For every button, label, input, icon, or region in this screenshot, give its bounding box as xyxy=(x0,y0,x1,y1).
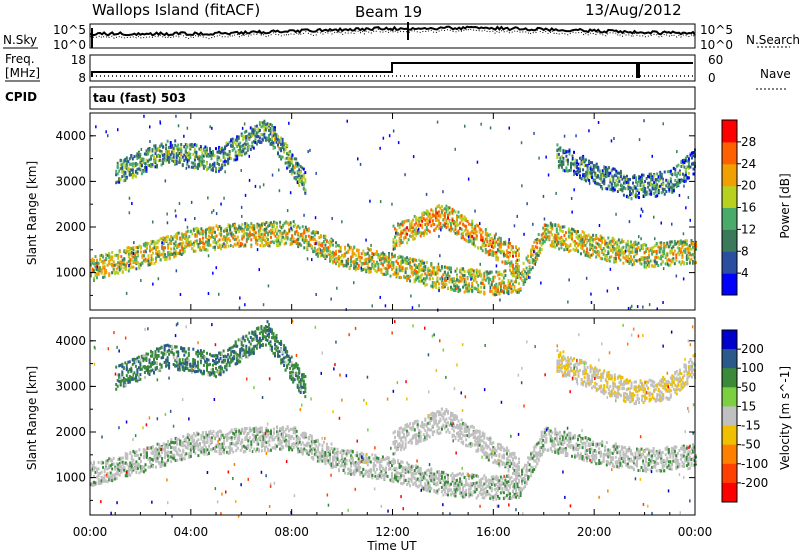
ytick-label: 4000 xyxy=(55,334,86,348)
power-colorbar-segment xyxy=(722,207,737,230)
velocity-colorbar-segment xyxy=(722,444,737,465)
freq-tick-right-top: 60 xyxy=(708,53,723,67)
velocity-ylabel: Slant Range [km] xyxy=(25,366,39,470)
xtick-label: 12:00 xyxy=(375,525,410,539)
echo-band-2 xyxy=(392,407,520,477)
xtick-label: 16:00 xyxy=(476,525,511,539)
cpid-value: tau (fast) 503 xyxy=(93,91,186,105)
freq-label-line1: Freq. xyxy=(5,52,35,66)
freq-label-line2: [MHz] xyxy=(5,66,40,80)
velocity-colorbar-label: Velocity [m s^-1] xyxy=(778,366,792,470)
xtick-label: 00:00 xyxy=(73,525,108,539)
power-colorbar-ticklabel: 28 xyxy=(741,135,756,149)
power-colorbar-ticklabel: 20 xyxy=(741,179,756,193)
velocity-colorbar-segment xyxy=(722,425,737,446)
power-colorbar-ticklabel: 4 xyxy=(741,266,749,280)
time-axis: 00:00 04:00 08:00 12:00 16:00 20:00 00:00 xyxy=(73,113,713,539)
power-ylabel: Slant Range [km] xyxy=(25,161,39,265)
noise-tick-right-bottom: 10^0 xyxy=(700,38,733,52)
velocity-colorbar-ticklabel: -200 xyxy=(741,476,768,490)
scatter-echoes xyxy=(93,319,695,518)
power-colorbar-ticklabel: 12 xyxy=(741,222,756,236)
echo-band-3 xyxy=(556,143,696,201)
xaxis-label: Time UT xyxy=(366,539,417,553)
power-colorbar-segment xyxy=(722,229,737,252)
velocity-colorbar-ticklabel: -15 xyxy=(741,419,761,433)
nsky-label: N.Sky xyxy=(3,33,37,47)
velocity-colorbar: 200 100 50 15 -15 -50 -100 -200 Velocity [m s^-… xyxy=(721,329,792,503)
freq-panel: 18 8 60 0 xyxy=(71,53,724,85)
velocity-colorbar-segment xyxy=(722,368,737,388)
echo-band-0 xyxy=(90,220,697,297)
power-cells xyxy=(90,114,697,312)
noise-tick-left-bottom: 10^0 xyxy=(53,38,86,52)
xtick-label: 08:00 xyxy=(274,525,309,539)
velocity-colorbar-segment xyxy=(722,330,737,350)
xtick-label: 00:00 xyxy=(678,525,713,539)
power-colorbar-segment xyxy=(722,251,737,274)
velocity-colorbar-segment xyxy=(722,387,737,407)
velocity-colorbar-ticklabel: 50 xyxy=(741,380,756,394)
power-colorbar-ticklabel: 16 xyxy=(741,201,756,215)
cpid-label: CPID xyxy=(5,90,37,104)
velocity-colorbar-segment xyxy=(722,349,737,369)
power-colorbar-segment xyxy=(722,141,737,165)
freq-tick-left-top: 18 xyxy=(71,53,86,67)
ytick-label: 3000 xyxy=(55,379,86,393)
power-colorbar-segment xyxy=(722,120,737,143)
nsearch-label: N.Search xyxy=(746,33,800,47)
freq-tick-right-bottom: 0 xyxy=(708,71,716,85)
noise-tick-left-top: 10^5 xyxy=(53,23,86,37)
power-yaxis: 1000 2000 3000 4000 xyxy=(55,129,695,296)
velocity-cells xyxy=(90,319,697,518)
echo-band-1 xyxy=(115,119,307,195)
xtick-label: 04:00 xyxy=(174,525,209,539)
freq-trace xyxy=(91,62,693,78)
power-colorbar-ticklabel: 8 xyxy=(741,244,749,258)
nsearch-trace xyxy=(89,28,696,40)
ytick-label: 2000 xyxy=(55,220,86,234)
velocity-colorbar-ticklabel: 15 xyxy=(741,399,756,413)
freq-tick-left-bottom: 8 xyxy=(78,71,86,85)
ytick-label: 1000 xyxy=(55,266,86,280)
velocity-colorbar-segment xyxy=(722,482,737,503)
beam-title: Beam 19 xyxy=(355,3,422,21)
cpid-panel: tau (fast) 503 xyxy=(89,86,696,110)
ytick-label: 4000 xyxy=(55,129,86,143)
power-colorbar-segment xyxy=(722,273,737,296)
nsky-trace xyxy=(89,25,696,37)
ytick-label: 1000 xyxy=(55,471,86,485)
velocity-yaxis: 1000 2000 3000 4000 xyxy=(55,334,695,501)
power-colorbar-label: Power [dB] xyxy=(778,173,792,238)
velocity-colorbar-segment xyxy=(722,406,737,426)
echo-band-2 xyxy=(392,204,520,273)
ytick-label: 3000 xyxy=(55,174,86,188)
echo-band-0 xyxy=(90,425,697,502)
velocity-colorbar-ticklabel: -100 xyxy=(741,457,768,471)
velocity-colorbar-ticklabel: 100 xyxy=(741,361,764,375)
ytick-label: 2000 xyxy=(55,425,86,439)
velocity-colorbar-ticklabel: 200 xyxy=(741,342,764,356)
power-colorbar: 4 8 12 16 20 24 28 Power [dB] xyxy=(721,119,792,296)
station-title: Wallops Island (fitACF) xyxy=(92,1,260,19)
echo-band-3 xyxy=(556,349,696,406)
power-colorbar-segment xyxy=(722,185,737,208)
power-panel: 1000 2000 3000 4000 Slant Range [km] xyxy=(25,112,697,312)
velocity-colorbar-segment xyxy=(722,463,737,484)
echo-band-1 xyxy=(115,320,307,399)
velocity-panel: 1000 2000 3000 4000 Slant Range [km] xyxy=(25,317,697,518)
velocity-colorbar-ticklabel: -50 xyxy=(741,438,761,452)
xtick-label: 20:00 xyxy=(577,525,612,539)
power-colorbar-segment xyxy=(722,163,737,187)
nave-label: Nave xyxy=(760,67,791,81)
noise-panel: 10^5 10^0 10^5 10^0 xyxy=(53,22,733,52)
date-title: 13/Aug/2012 xyxy=(585,1,682,19)
power-colorbar-ticklabel: 24 xyxy=(741,157,756,171)
noise-tick-right-top: 10^5 xyxy=(700,23,733,37)
